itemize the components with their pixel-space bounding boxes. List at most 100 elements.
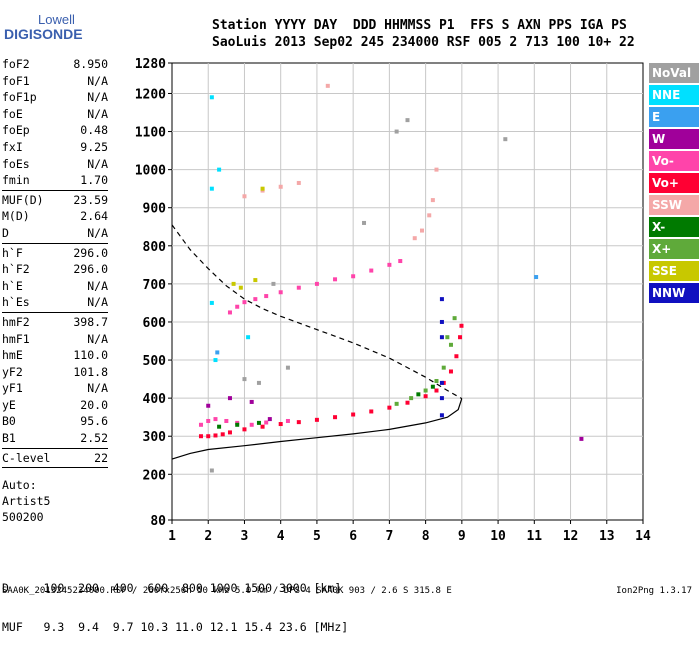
param-row: h`Es N/A <box>2 294 108 311</box>
y-tick-label: 300 <box>143 430 167 445</box>
data-point <box>242 377 247 382</box>
data-point <box>314 417 319 422</box>
data-point <box>434 167 439 172</box>
data-point <box>430 198 435 203</box>
param-row: foF1p N/A <box>2 89 108 106</box>
data-point <box>249 422 254 427</box>
param-row: hmE 110.0 <box>2 347 108 364</box>
param-value: N/A <box>87 90 108 105</box>
y-tick-label: 800 <box>143 240 167 255</box>
param-separator <box>2 311 108 313</box>
param-row: C-level 22 <box>2 450 108 467</box>
data-point <box>260 186 265 191</box>
param-row: fxI 9.25 <box>2 139 108 156</box>
data-point <box>220 432 225 437</box>
param-name: yF1 <box>2 381 23 396</box>
data-point <box>278 422 283 427</box>
param-name: MUF(D) <box>2 192 44 207</box>
data-point <box>439 380 444 385</box>
x-tick-label: 10 <box>490 529 506 544</box>
y-tick-label: 400 <box>143 392 167 407</box>
param-name: fmin <box>2 173 30 188</box>
file-info-footer: SAA0K_2013245234000.RSF / 260fx256h 50 k… <box>2 586 452 596</box>
param-row: foF1 N/A <box>2 73 108 90</box>
data-point <box>198 434 203 439</box>
param-name: C-level <box>2 450 51 465</box>
param-name: M(D) <box>2 209 30 224</box>
data-point <box>423 394 428 399</box>
y-tick-label: 1200 <box>135 87 166 102</box>
param-separator <box>2 242 108 244</box>
param-row: h`E N/A <box>2 278 108 295</box>
param-name: foE <box>2 106 23 121</box>
param-separator <box>2 447 108 449</box>
param-value: 8.950 <box>73 57 108 71</box>
legend-x-entry: X- <box>649 217 699 237</box>
data-point <box>416 392 421 397</box>
data-point <box>423 388 428 393</box>
data-point <box>409 396 414 401</box>
param-value: N/A <box>87 381 108 396</box>
y-tick-label: 1000 <box>135 164 166 179</box>
x-tick-label: 2 <box>204 529 212 544</box>
data-point <box>439 319 444 324</box>
muf-row: MUF 9.3 9.4 9.7 10.3 11.0 12.1 15.4 23.6… <box>2 620 349 634</box>
data-point <box>238 285 243 290</box>
y-tick-label: 600 <box>143 316 167 331</box>
legend-e-entry: E <box>649 107 699 127</box>
param-name: foEs <box>2 156 30 171</box>
x-tick-label: 4 <box>277 529 285 544</box>
param-name: hmE <box>2 348 23 363</box>
param-value: N/A <box>87 278 108 293</box>
data-point <box>427 213 432 218</box>
data-point <box>405 400 410 405</box>
data-point <box>448 342 453 347</box>
param-name: hmF2 <box>2 314 30 329</box>
data-point <box>209 468 214 473</box>
data-point <box>503 137 508 142</box>
data-point <box>351 412 356 417</box>
data-point <box>412 236 417 241</box>
param-name: B1 <box>2 431 16 446</box>
data-point <box>278 290 283 295</box>
data-point <box>296 420 301 425</box>
param-name: foF2 <box>2 57 30 71</box>
param-name: D <box>2 225 9 240</box>
legend-ssw-entry: SSW <box>649 195 699 215</box>
param-value: 20.0 <box>80 397 108 412</box>
plot-frame <box>171 62 644 521</box>
param-name: h`Es <box>2 295 30 310</box>
data-point <box>439 413 444 418</box>
lowell-digisonde-logo: Lowell DIGISONDE <box>0 8 83 44</box>
param-row: foEp 0.48 <box>2 122 108 139</box>
legend-sse-entry: SSE <box>649 261 699 281</box>
param-name: foEp <box>2 123 30 138</box>
data-point <box>206 403 211 408</box>
data-point <box>333 277 338 282</box>
x-tick-label: 8 <box>422 529 430 544</box>
param-separator <box>2 189 108 191</box>
data-point <box>217 424 222 429</box>
data-point <box>362 220 367 225</box>
data-point <box>213 433 218 438</box>
param-row: yF2 101.8 <box>2 364 108 381</box>
x-tick-label: 13 <box>599 529 615 544</box>
y-tick-label: 200 <box>143 468 167 483</box>
data-point <box>387 405 392 410</box>
param-row: fmin 1.70 <box>2 172 108 189</box>
x-tick-label: 3 <box>241 529 249 544</box>
x-tick-label: 12 <box>563 529 579 544</box>
data-point <box>394 129 399 134</box>
data-point <box>235 304 240 309</box>
data-point <box>256 420 261 425</box>
param-row: hmF2 398.7 <box>2 314 108 331</box>
data-point <box>405 118 410 123</box>
param-value: N/A <box>87 156 108 171</box>
param-value: N/A <box>87 106 108 121</box>
data-point <box>285 418 290 423</box>
data-point <box>351 274 356 279</box>
param-row: foEs N/A <box>2 156 108 173</box>
legend-w-entry: W <box>649 129 699 149</box>
param-row: D N/A <box>2 225 108 242</box>
data-point <box>439 335 444 340</box>
